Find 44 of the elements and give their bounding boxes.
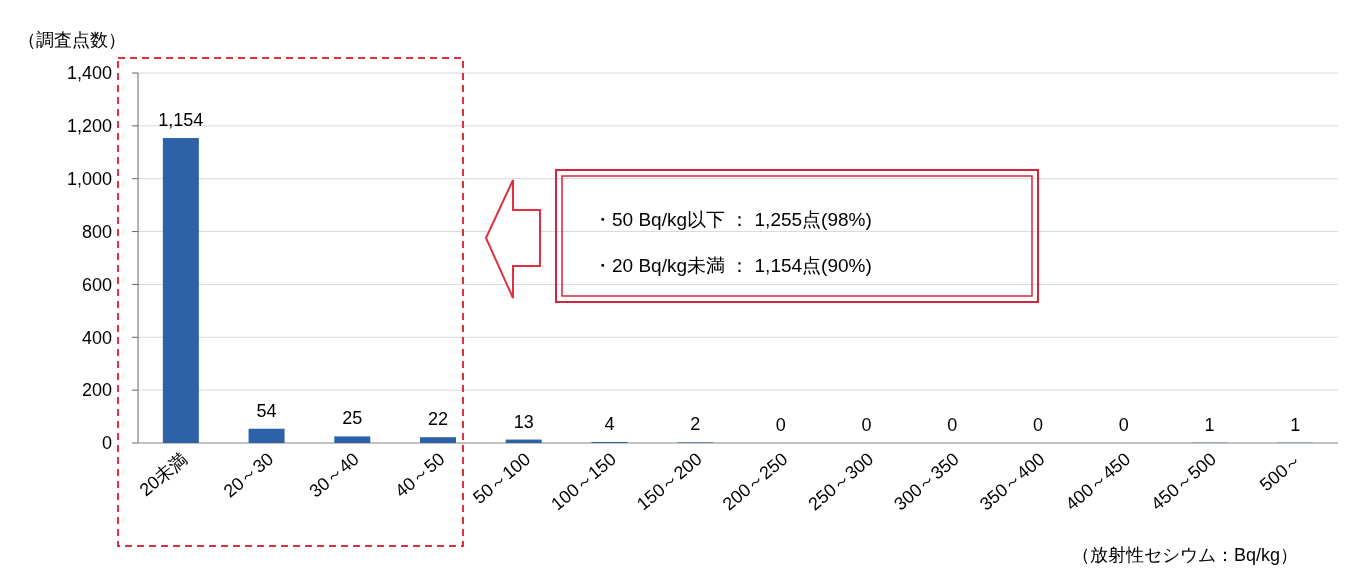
bar <box>162 138 199 443</box>
annotation: ・20 Bq/kg未満 ： 1,154点(90%) <box>593 255 872 276</box>
y-axis-title: （調査点数） <box>18 30 126 50</box>
data-label: 1 <box>1290 414 1301 435</box>
x-tick-label: 20～30 <box>219 448 278 502</box>
data-label: 2 <box>690 414 701 435</box>
y-tick-label: 1,200 <box>66 116 112 137</box>
x-tick-label: 400～450 <box>1061 448 1135 515</box>
data-label: 13 <box>513 411 534 432</box>
x-tick-label: 20未満 <box>135 448 192 501</box>
x-tick-label: 40～50 <box>391 448 449 502</box>
data-label: 25 <box>342 408 363 429</box>
x-tick-label: 250～300 <box>804 448 878 515</box>
x-tick-label: 100～150 <box>547 448 620 515</box>
x-tick-label: 500～ <box>1256 448 1306 495</box>
x-tick-label: 450～500 <box>1147 448 1220 515</box>
y-tick-label: 800 <box>81 221 112 242</box>
data-label: 0 <box>775 415 786 435</box>
bar <box>334 436 371 443</box>
x-axis-title: （放射性セシウム：Bq/kg） <box>1071 545 1298 565</box>
x-tick-label: 300～350 <box>890 448 963 515</box>
y-tick-label: 200 <box>81 380 112 401</box>
y-tick-label: 600 <box>81 274 112 295</box>
y-tick-label: 1,000 <box>66 169 112 190</box>
y-tick-label: 0 <box>101 433 112 454</box>
y-tick-label: 400 <box>81 327 112 348</box>
data-label: 22 <box>427 409 449 430</box>
data-label: 54 <box>256 400 277 421</box>
x-tick-label: 30～40 <box>305 448 363 502</box>
data-label: 0 <box>1032 415 1044 435</box>
data-label: 1 <box>1204 414 1215 435</box>
x-tick-label: 150～200 <box>633 448 706 515</box>
x-tick-label: 350～400 <box>975 448 1049 515</box>
data-label: 0 <box>947 415 958 435</box>
bar <box>248 428 285 443</box>
data-label: 0 <box>861 415 872 435</box>
data-label: 4 <box>604 413 615 434</box>
bar <box>420 437 456 443</box>
data-label: 0 <box>1118 415 1129 435</box>
x-tick-label: 50～100 <box>469 448 535 508</box>
x-tick-label: 200～250 <box>718 448 792 515</box>
data-label: 1,154 <box>158 110 204 131</box>
y-tick-label: 1,400 <box>66 63 112 84</box>
annotation: ・50 Bq/kg以下 ： 1,255点(98%) <box>593 209 872 230</box>
